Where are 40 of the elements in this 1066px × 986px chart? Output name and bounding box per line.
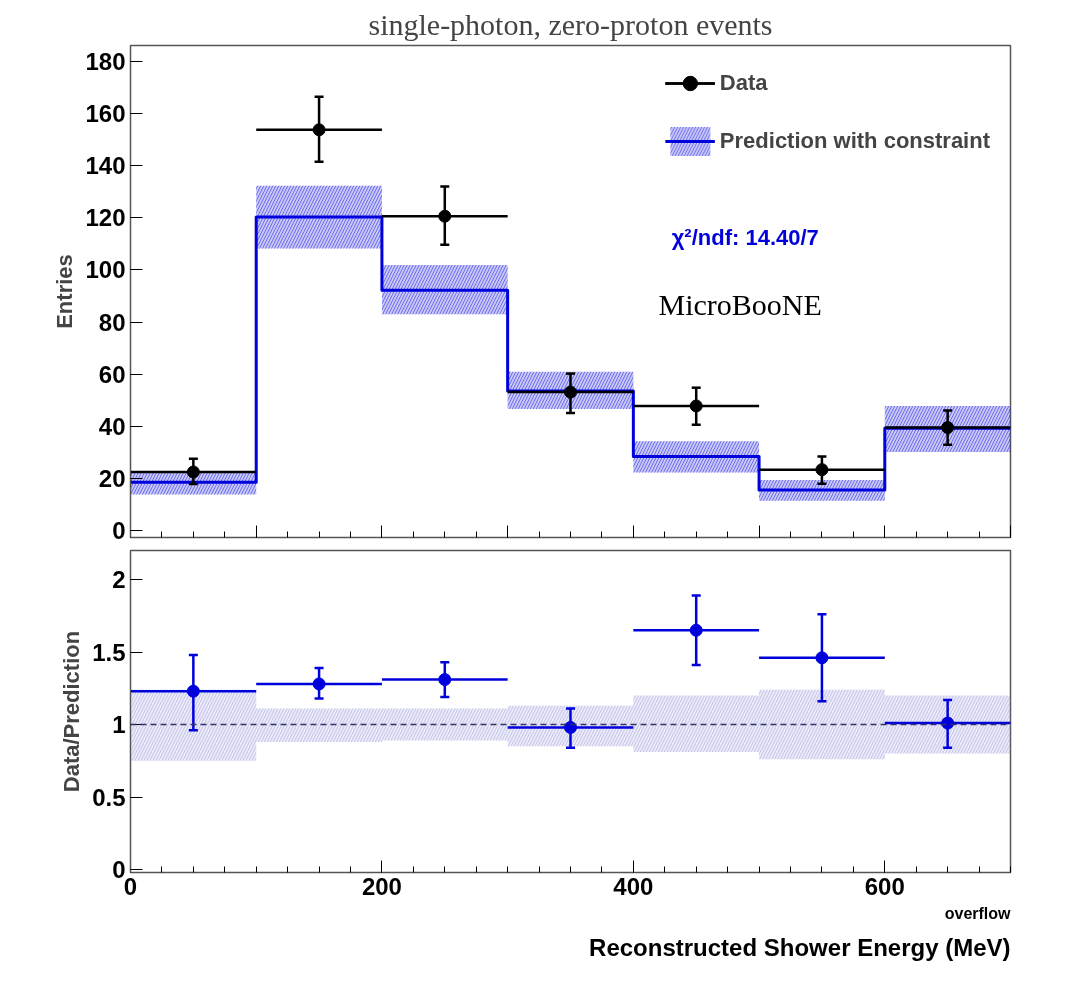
point bbox=[186, 465, 200, 479]
legend-label: Prediction with constraint bbox=[719, 128, 990, 154]
annotation: MicroBooNE bbox=[658, 288, 822, 322]
point bbox=[815, 651, 829, 665]
point bbox=[438, 209, 452, 223]
point bbox=[312, 677, 326, 691]
point bbox=[564, 720, 577, 734]
y-tick-label: 0.5 bbox=[92, 783, 126, 811]
x-tick-label: 400 bbox=[613, 872, 654, 900]
point bbox=[941, 421, 955, 435]
y-tick-label: 2 bbox=[112, 566, 126, 594]
y-tick-label: 180 bbox=[85, 47, 126, 75]
text: overflow bbox=[944, 904, 1012, 922]
point bbox=[312, 123, 326, 137]
y-tick-label: 80 bbox=[98, 308, 126, 336]
point bbox=[186, 684, 200, 698]
y-tick-label: 40 bbox=[98, 413, 126, 441]
y-tick-label: 0 bbox=[112, 517, 126, 545]
y-axis-title: Entries bbox=[52, 254, 78, 329]
y-tick-label: 100 bbox=[85, 256, 126, 284]
x-tick-label: 200 bbox=[361, 872, 402, 900]
legend-label: Data bbox=[719, 70, 768, 96]
y-tick-label: 140 bbox=[85, 152, 126, 180]
x-axis-title: Reconstructed Shower Energy (MeV) bbox=[589, 933, 1011, 961]
y-tick-label: 1.5 bbox=[92, 638, 126, 666]
x-tick-label: 600 bbox=[864, 872, 905, 900]
point bbox=[689, 623, 703, 637]
y-tick-label: 1 bbox=[112, 711, 126, 739]
y-tick-label: 160 bbox=[85, 99, 126, 127]
y-tick-label: 60 bbox=[98, 360, 126, 388]
point bbox=[815, 463, 829, 477]
point bbox=[438, 673, 452, 687]
y-tick-label: 20 bbox=[98, 465, 126, 493]
point bbox=[689, 399, 703, 413]
chart-title: single-photon, zero-proton events bbox=[368, 7, 773, 41]
point bbox=[564, 385, 577, 399]
y-tick-label: 120 bbox=[85, 204, 126, 232]
y-axis-title: Data/Prediction bbox=[59, 630, 85, 793]
point bbox=[941, 716, 955, 730]
annotation: χ²/ndf: 14.40/7 bbox=[671, 224, 819, 250]
